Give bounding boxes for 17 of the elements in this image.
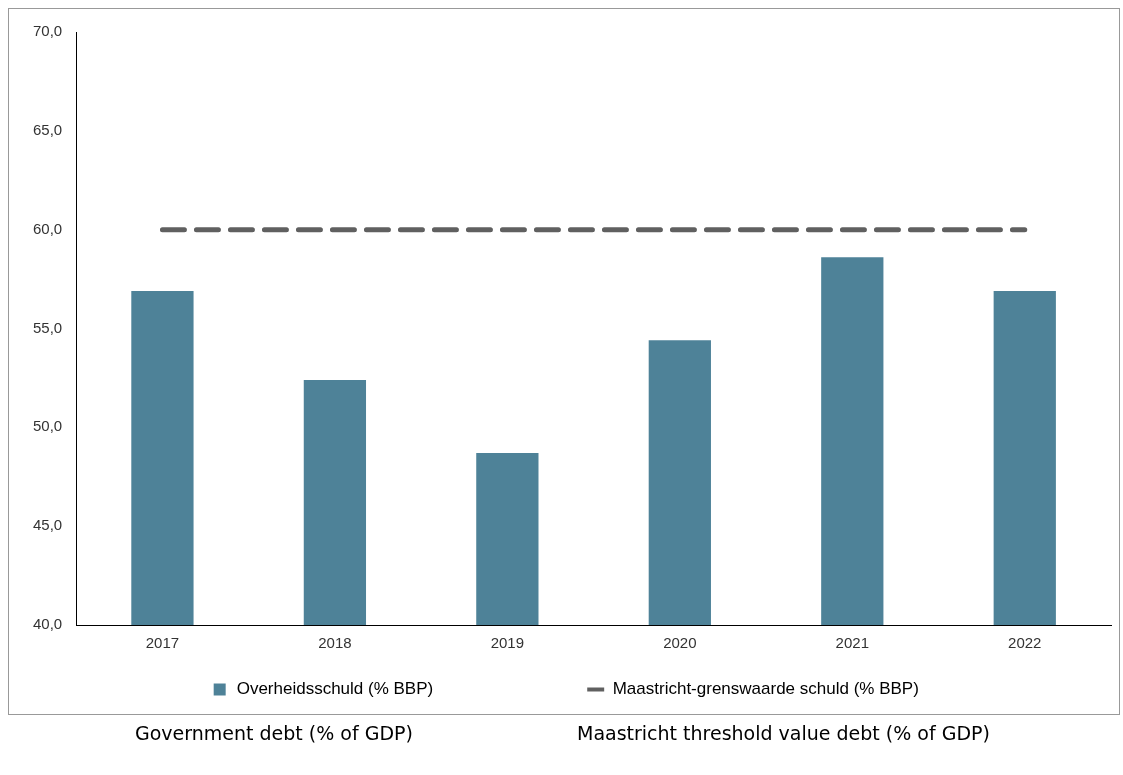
text: Government debt (% of GDP) bbox=[135, 722, 413, 744]
y-tick-label: 50,0 bbox=[32, 417, 63, 435]
y-tick-label: 60,0 bbox=[32, 219, 63, 237]
x-tick-label: 2020 bbox=[663, 634, 697, 652]
x-tick-label: 2019 bbox=[490, 634, 525, 652]
legend-label: Maastricht-grenswaarde schuld (% BBP) bbox=[612, 679, 919, 699]
x-tick-label: 2022 bbox=[1008, 634, 1042, 652]
y-tick-label: 40,0 bbox=[32, 615, 63, 633]
text: Maastricht threshold value debt (% of GDP) bbox=[577, 722, 990, 744]
y-tick-label: 70,0 bbox=[32, 22, 63, 40]
x-tick-label: 2017 bbox=[145, 634, 180, 652]
y-tick-label: 65,0 bbox=[32, 120, 63, 138]
x-tick-label: 2021 bbox=[835, 634, 869, 652]
legend-label: Overheidsschuld (% BBP) bbox=[236, 679, 570, 699]
y-tick-label: 55,0 bbox=[32, 318, 63, 336]
y-tick-label: 45,0 bbox=[32, 516, 63, 534]
x-tick-label: 2018 bbox=[318, 634, 352, 652]
